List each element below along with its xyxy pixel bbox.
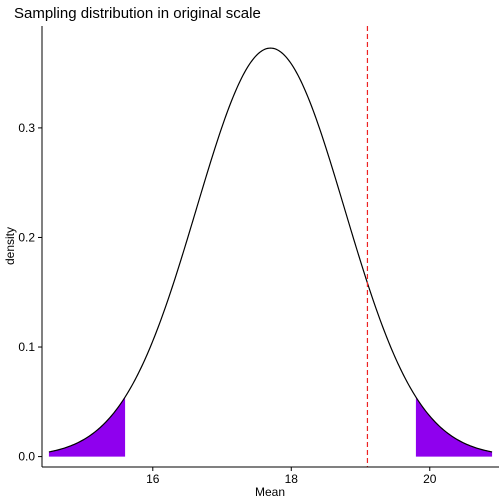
x-tick-label: 20 <box>423 472 437 486</box>
density-curve <box>48 47 493 453</box>
x-tick-label: 16 <box>146 472 160 486</box>
plot-area <box>48 26 493 467</box>
x-axis-ticks: 16 18 20 <box>146 467 437 486</box>
y-tick-label: 0.2 <box>18 230 35 244</box>
y-axis-label: density <box>3 227 17 265</box>
x-axis-label: Mean <box>255 485 285 499</box>
y-tick-label: 0.0 <box>18 450 35 464</box>
y-axis-ticks: 0.0 0.1 0.2 0.3 <box>18 121 42 464</box>
y-tick-label: 0.3 <box>18 121 35 135</box>
shaded-tail-region-1 <box>48 397 126 457</box>
y-tick-label: 0.1 <box>18 340 35 354</box>
shaded-tail-region-2 <box>415 397 493 457</box>
x-tick-label: 18 <box>285 472 299 486</box>
chart-title: Sampling distribution in original scale <box>14 5 261 22</box>
